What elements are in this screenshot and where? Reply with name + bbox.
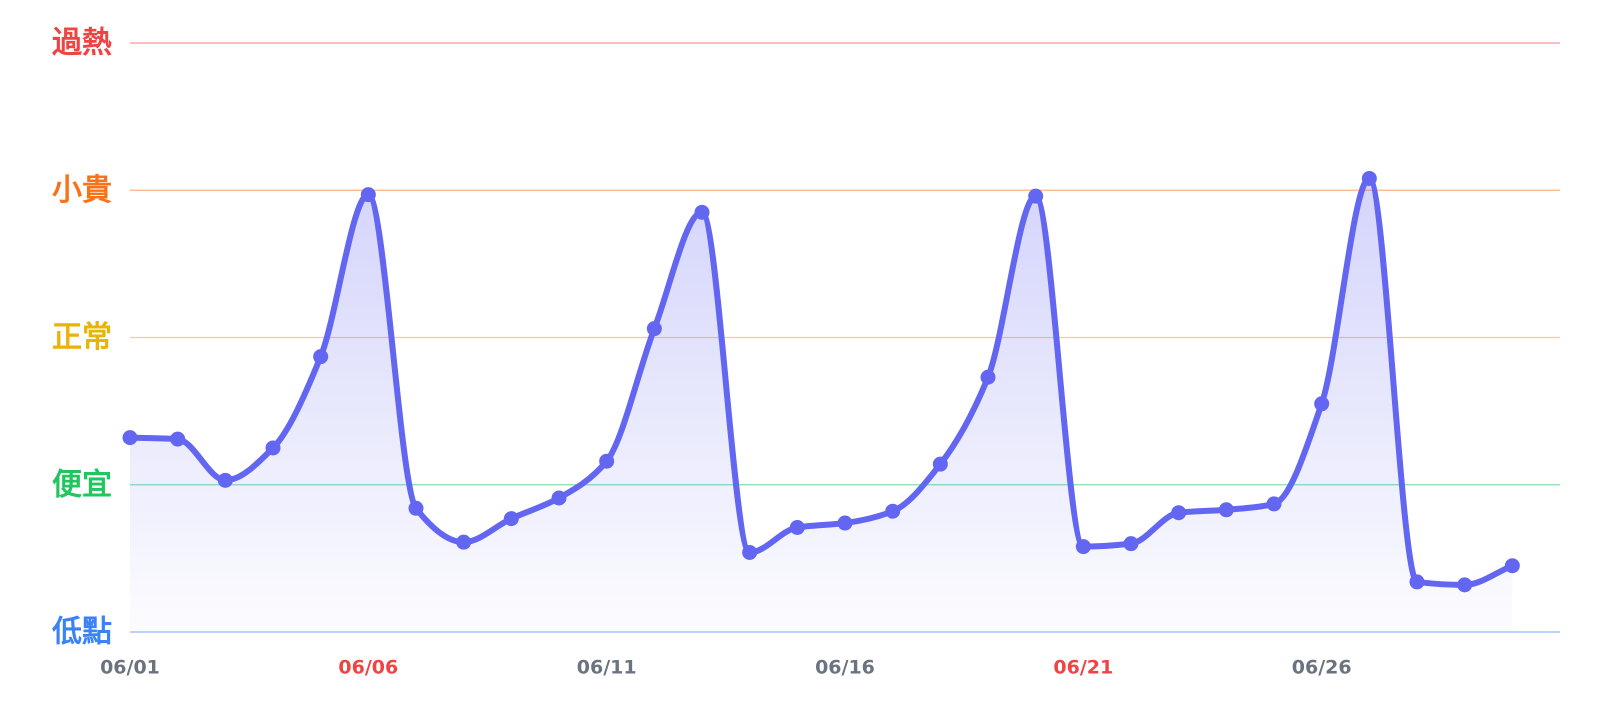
point [837,515,853,531]
point [1028,188,1044,204]
point [1409,574,1425,590]
point [646,321,662,337]
point [789,519,805,535]
point [456,534,472,550]
point [885,503,901,519]
point [1504,558,1520,574]
line [127,175,1516,588]
point [694,204,710,220]
point [599,453,615,469]
point [742,544,758,560]
point [1314,396,1330,412]
x-tick-label: 06/06 [338,657,398,679]
point [1075,539,1091,555]
point [1123,536,1139,552]
y-tick-label: 正常 [52,320,112,355]
point [122,430,138,446]
y-tick-label: 小貴 [52,173,112,208]
area [130,178,1513,632]
point [503,511,519,527]
point [1218,502,1234,518]
point [360,187,376,203]
x-tick-label: 06/26 [1292,657,1352,679]
point [217,472,233,488]
point [170,431,186,447]
x-tick-label: 06/11 [577,657,637,679]
x-tick-label: 06/16 [815,657,875,679]
y-tick-label: 低點 [51,615,112,650]
x-tick-label: 06/21 [1053,657,1113,679]
point [551,490,567,506]
point [265,440,281,456]
y-tick-label: 過熱 [52,26,112,61]
point [1171,505,1187,521]
y-tick-label: 便宜 [52,467,112,502]
point [313,349,329,365]
point [1457,577,1473,593]
x-tick-label: 06/01 [100,657,160,679]
point [408,500,424,516]
point [1266,496,1282,512]
point [932,456,948,472]
point [980,369,996,385]
point [1361,170,1377,186]
